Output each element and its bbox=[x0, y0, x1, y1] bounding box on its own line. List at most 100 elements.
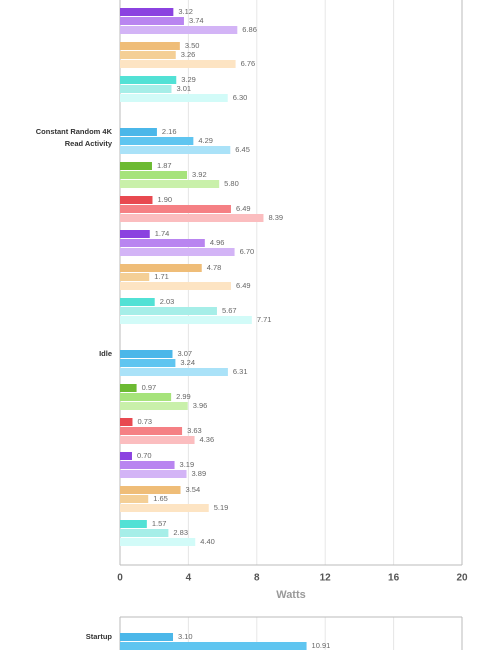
bar bbox=[120, 85, 172, 93]
bar bbox=[120, 264, 202, 272]
value-label: 1.87 bbox=[157, 161, 172, 170]
value-label: 0.97 bbox=[142, 383, 157, 392]
value-label: 3.12 bbox=[178, 7, 193, 16]
bar bbox=[120, 26, 238, 34]
value-label: 0.70 bbox=[137, 451, 152, 460]
value-label: 3.19 bbox=[180, 460, 195, 469]
value-label: 3.96 bbox=[193, 401, 208, 410]
bar bbox=[120, 298, 155, 306]
value-label: 4.78 bbox=[207, 263, 222, 272]
bar bbox=[120, 436, 195, 444]
bar bbox=[120, 495, 149, 503]
bar bbox=[120, 8, 174, 16]
value-label: 3.01 bbox=[176, 84, 191, 93]
value-label: 10.91 bbox=[312, 641, 331, 650]
bar bbox=[120, 384, 137, 392]
value-label: 2.99 bbox=[176, 392, 191, 401]
x-tick-label: 16 bbox=[388, 573, 400, 584]
value-label: 6.86 bbox=[242, 25, 257, 34]
bar bbox=[120, 282, 231, 290]
bar bbox=[120, 427, 183, 435]
x-tick-label: 0 bbox=[117, 573, 123, 584]
bar bbox=[120, 486, 181, 494]
category-label: Idle bbox=[99, 349, 112, 358]
bar bbox=[120, 128, 157, 136]
value-label: 6.31 bbox=[233, 367, 248, 376]
bar bbox=[120, 393, 172, 401]
category-label: Constant Random 4K Read Activity bbox=[35, 127, 112, 148]
bar bbox=[120, 538, 196, 546]
bar bbox=[120, 520, 147, 528]
bar bbox=[120, 452, 132, 460]
value-label: 8.39 bbox=[268, 213, 283, 222]
bar bbox=[120, 94, 228, 102]
bar bbox=[120, 205, 231, 213]
bar bbox=[120, 273, 150, 281]
bar bbox=[120, 402, 188, 410]
bar bbox=[120, 146, 231, 154]
value-label: 3.26 bbox=[181, 50, 196, 59]
x-tick-label: 20 bbox=[456, 573, 468, 584]
x-tick-label: 12 bbox=[320, 573, 332, 584]
bar bbox=[120, 461, 175, 469]
x-axis-title: Watts bbox=[276, 589, 306, 601]
bar bbox=[120, 180, 220, 188]
bar bbox=[120, 214, 264, 222]
value-label: 3.07 bbox=[177, 349, 192, 358]
value-label: 2.03 bbox=[160, 297, 175, 306]
bar bbox=[120, 196, 153, 204]
value-label: 5.19 bbox=[214, 503, 229, 512]
value-label: 6.49 bbox=[236, 281, 251, 290]
value-label: 1.71 bbox=[154, 272, 169, 281]
bar bbox=[120, 239, 205, 247]
bar bbox=[120, 137, 194, 145]
value-label: 1.57 bbox=[152, 519, 167, 528]
bar bbox=[120, 470, 187, 478]
value-label: 3.74 bbox=[189, 16, 204, 25]
value-label: 1.74 bbox=[155, 229, 170, 238]
bar bbox=[120, 642, 307, 650]
value-label: 3.50 bbox=[185, 41, 200, 50]
bar bbox=[120, 248, 235, 256]
value-label: 3.63 bbox=[187, 426, 202, 435]
value-label: 5.80 bbox=[224, 179, 239, 188]
value-label: 3.92 bbox=[192, 170, 207, 179]
value-label: 1.90 bbox=[157, 195, 172, 204]
bar bbox=[120, 76, 177, 84]
bar bbox=[120, 162, 152, 170]
bar bbox=[120, 17, 184, 25]
bar bbox=[120, 60, 236, 68]
value-label: 7.71 bbox=[257, 315, 272, 324]
value-label: 3.29 bbox=[181, 75, 196, 84]
bar bbox=[120, 316, 252, 324]
value-label: 3.10 bbox=[178, 632, 193, 641]
bar bbox=[120, 504, 209, 512]
bar bbox=[120, 42, 180, 50]
value-label: 3.24 bbox=[180, 358, 195, 367]
value-label: 6.76 bbox=[241, 59, 256, 68]
value-label: 3.54 bbox=[186, 485, 201, 494]
x-tick-label: 4 bbox=[186, 573, 192, 584]
value-label: 5.67 bbox=[222, 306, 237, 315]
bar bbox=[120, 633, 174, 641]
bar bbox=[120, 418, 133, 426]
value-label: 4.96 bbox=[210, 238, 225, 247]
value-label: 4.40 bbox=[200, 537, 215, 546]
bar bbox=[120, 230, 150, 238]
bar bbox=[120, 368, 228, 376]
bar bbox=[120, 350, 173, 358]
value-label: 6.49 bbox=[236, 204, 251, 213]
value-label: 0.73 bbox=[137, 417, 152, 426]
value-label: 1.65 bbox=[153, 494, 168, 503]
value-label: 2.16 bbox=[162, 127, 177, 136]
value-label: 2.83 bbox=[173, 528, 188, 537]
bar bbox=[120, 529, 169, 537]
category-label: Startup bbox=[85, 632, 112, 641]
value-label: 6.70 bbox=[240, 247, 255, 256]
value-label: 6.45 bbox=[235, 145, 250, 154]
x-tick-label: 8 bbox=[254, 573, 260, 584]
bar bbox=[120, 359, 176, 367]
value-label: 4.36 bbox=[200, 435, 215, 444]
